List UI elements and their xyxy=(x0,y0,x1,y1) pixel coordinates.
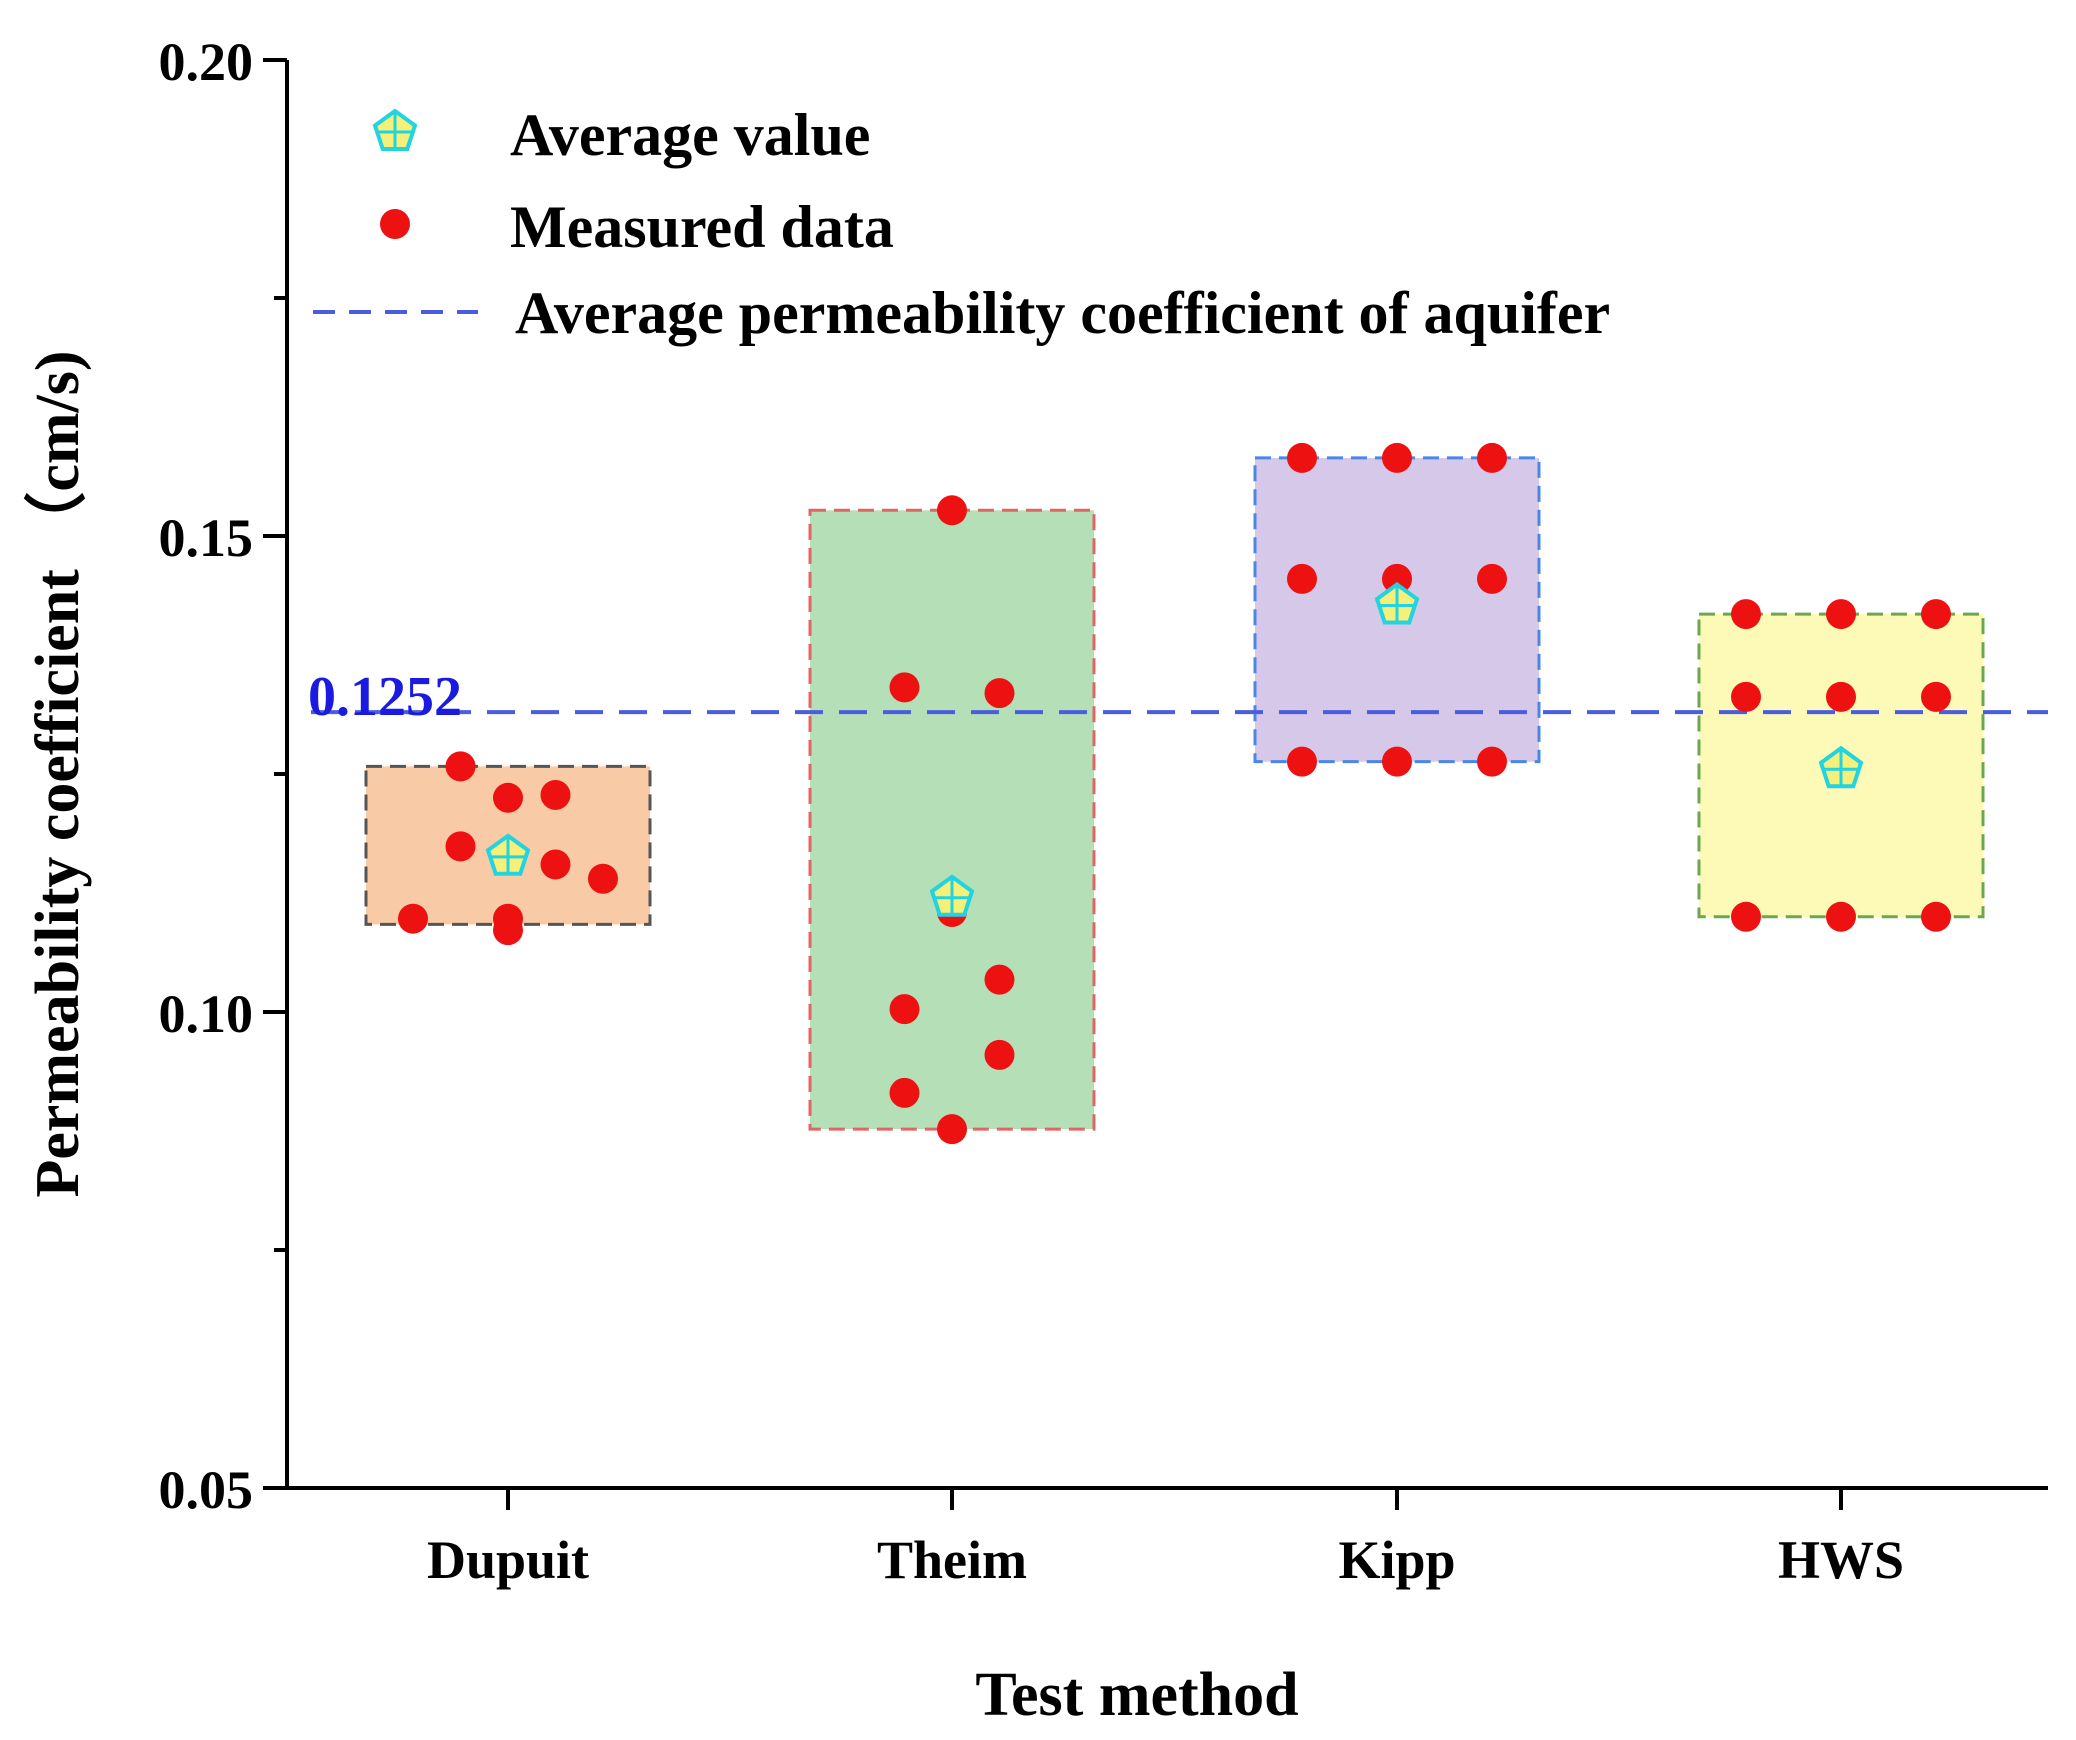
average-marker-dupuit xyxy=(485,833,531,876)
measured-point-kipp xyxy=(1382,442,1412,473)
measured-point-hws xyxy=(1731,599,1761,630)
measured-point-kipp xyxy=(1477,746,1507,777)
legend-reference-label: Average permeability coefficient of aqui… xyxy=(515,280,1610,346)
y-tick-label: 0.05 xyxy=(159,1460,254,1520)
measured-point-kipp xyxy=(1287,746,1317,777)
legend-measured-label: Measured data xyxy=(510,194,894,260)
measured-point-hws xyxy=(1921,599,1951,630)
average-marker-theim xyxy=(929,874,975,917)
measured-point-hws xyxy=(1731,681,1761,712)
measured-point-hws xyxy=(1921,901,1951,932)
legend-average-marker-icon xyxy=(372,108,418,151)
average-markers xyxy=(485,582,1864,917)
measured-point-theim xyxy=(937,1114,967,1145)
legend-measured-point-icon xyxy=(380,209,410,239)
measured-point-theim xyxy=(984,1039,1015,1070)
measured-point-hws xyxy=(1731,901,1761,932)
measured-point-dupuit xyxy=(493,782,523,813)
measured-point-hws xyxy=(1826,681,1856,712)
average-marker-hws xyxy=(1818,745,1864,789)
measured-point-kipp xyxy=(1477,442,1507,473)
range-box-theim xyxy=(808,508,1096,1131)
measured-point-dupuit xyxy=(540,849,571,880)
x-axis-title: Test method xyxy=(975,1661,1298,1729)
measured-point-hws xyxy=(1921,681,1951,712)
measured-point-dupuit xyxy=(445,831,476,862)
legend-average-pentagon xyxy=(372,108,418,151)
x-tick-label-kipp: Kipp xyxy=(1338,1530,1455,1590)
measured-point-theim xyxy=(889,994,920,1025)
x-tick-label-hws: HWS xyxy=(1778,1530,1904,1590)
measured-point-dupuit xyxy=(540,779,571,810)
measured-point-dupuit xyxy=(588,863,618,894)
legend-average-label: Average value xyxy=(510,102,870,168)
y-ticks: 0.05 0.10 0.15 0.20 xyxy=(159,32,287,1520)
measured-points xyxy=(398,442,1951,1145)
x-tick-label-dupuit: Dupuit xyxy=(427,1530,589,1590)
average-marker-kipp xyxy=(1374,582,1420,625)
measured-point-kipp xyxy=(1382,746,1412,777)
range-boxes xyxy=(364,456,1985,1131)
measured-point-theim xyxy=(937,495,967,526)
measured-point-dupuit xyxy=(493,915,523,946)
measured-point-kipp xyxy=(1477,563,1507,594)
y-tick-label: 0.15 xyxy=(159,508,254,568)
measured-point-kipp xyxy=(1287,563,1317,594)
y-axis-title: Permeability coefficient （cm/s) xyxy=(22,351,92,1198)
measured-point-theim xyxy=(889,672,920,703)
measured-point-theim xyxy=(984,964,1015,995)
legend: Average value Measured data Average perm… xyxy=(313,102,1610,346)
measured-point-kipp xyxy=(1382,563,1412,594)
reference-value-label: 0.1252 xyxy=(308,666,462,728)
measured-point-dupuit xyxy=(445,751,476,782)
measured-point-hws xyxy=(1826,599,1856,630)
measured-point-kipp xyxy=(1287,442,1317,473)
y-tick-label: 0.10 xyxy=(159,984,254,1044)
measured-point-hws xyxy=(1826,901,1856,932)
y-tick-label: 0.20 xyxy=(159,32,254,92)
x-ticks: Dupuit Theim Kipp HWS xyxy=(427,1488,1904,1590)
measured-point-theim xyxy=(984,678,1015,709)
measured-point-theim xyxy=(889,1077,920,1108)
x-tick-label-theim: Theim xyxy=(877,1530,1027,1590)
measured-point-dupuit xyxy=(398,903,428,934)
